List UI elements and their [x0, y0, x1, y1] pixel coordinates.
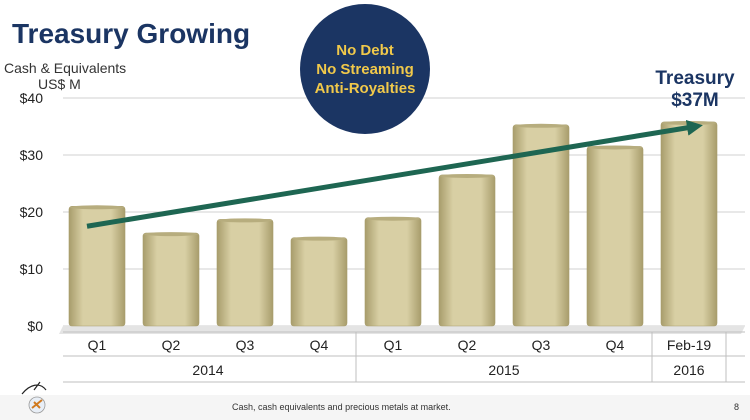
bar	[290, 237, 348, 327]
bar-top	[366, 216, 420, 221]
y-tick-label: $0	[27, 318, 43, 334]
no-debt-badge: No Debt No Streaming Anti-Royalties	[300, 4, 430, 134]
bar	[364, 217, 422, 327]
trend-arrow	[86, 119, 703, 229]
badge-line-2: No Streaming	[316, 60, 414, 78]
treasury-callout: Treasury $37M	[640, 68, 750, 112]
x-group-label: 2016	[673, 362, 704, 378]
badge-line-3: Anti-Royalties	[314, 79, 416, 97]
bar-top	[588, 145, 642, 150]
bar	[438, 174, 496, 327]
x-tick-label: Q1	[88, 337, 107, 353]
bar-top	[144, 232, 198, 237]
x-tick-label: Q3	[236, 337, 255, 353]
bar-top	[514, 123, 568, 128]
x-tick-label: Q2	[162, 337, 181, 353]
y-axis-label-line1: Cash & Equivalents	[4, 60, 127, 76]
bar	[660, 121, 718, 327]
bar	[142, 232, 200, 327]
x-group-label: 2015	[488, 362, 519, 378]
bar	[216, 219, 274, 327]
treasury-callout-label: Treasury	[655, 68, 735, 89]
y-tick-label: $20	[20, 204, 44, 220]
chart-floor	[59, 326, 745, 334]
company-logo-icon	[21, 381, 47, 414]
bar-top	[662, 120, 716, 125]
x-tick-label: Q1	[384, 337, 403, 353]
bar-top	[292, 236, 346, 241]
y-axis-label-unit: US$ M	[38, 76, 81, 92]
y-tick-label: $30	[20, 147, 44, 163]
bar-top	[218, 218, 272, 223]
y-tick-label: $40	[20, 90, 44, 106]
x-tick-label: Q3	[532, 337, 551, 353]
bar-top	[440, 173, 494, 178]
page-number: 8	[734, 402, 740, 412]
y-tick-label: $10	[20, 261, 44, 277]
footnote: Cash, cash equivalents and precious meta…	[232, 402, 451, 412]
page-title: Treasury Growing	[12, 18, 251, 49]
treasury-callout-value: $37M	[671, 90, 719, 111]
badge-line-1: No Debt	[336, 41, 394, 59]
footer-bar	[0, 395, 750, 420]
x-tick-label: Q4	[310, 337, 329, 353]
y-axis-label: Cash & Equivalents US$ M	[4, 60, 154, 92]
bar-top	[70, 205, 124, 210]
x-group-label: 2014	[192, 362, 223, 378]
x-tick-label: Q2	[458, 337, 477, 353]
x-tick-label: Feb-19	[667, 337, 712, 353]
bar	[586, 146, 644, 327]
x-tick-label: Q4	[606, 337, 625, 353]
